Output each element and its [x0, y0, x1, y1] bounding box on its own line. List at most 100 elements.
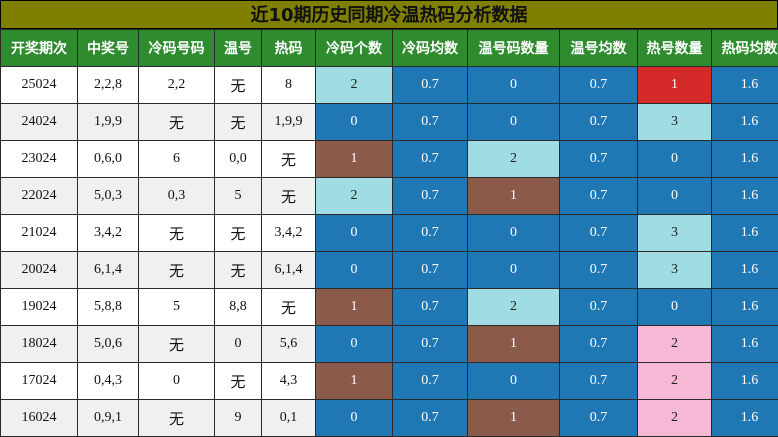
hot-count-cell: 2	[637, 399, 712, 437]
hot-count-cell: 3	[637, 214, 712, 252]
warm-avg-cell: 0.7	[559, 66, 638, 104]
table-title: 近10期历史同期冷温热码分析数据	[0, 0, 778, 29]
table-row: 17024 0,4,3 0 无 4,3 1 0.7 0 0.7 2 1.6	[0, 362, 778, 400]
winning-cell: 1,9,9	[77, 103, 139, 141]
cold-avg-cell: 0.7	[392, 325, 468, 363]
hot-numbers-cell: 8	[261, 66, 316, 104]
header-warm-count: 温号码数量	[467, 29, 560, 67]
warm-count-cell: 1	[467, 177, 560, 215]
table-row: 19024 5,8,8 5 8,8 无 1 0.7 2 0.7 0 1.6	[0, 288, 778, 326]
cold-numbers-cell: 无	[138, 251, 215, 289]
hot-avg-cell: 1.6	[711, 140, 778, 178]
warm-avg-cell: 0.7	[559, 399, 638, 437]
hot-avg-cell: 1.6	[711, 399, 778, 437]
warm-avg-cell: 0.7	[559, 214, 638, 252]
winning-cell: 0,9,1	[77, 399, 139, 437]
header-hot-numbers: 热码	[261, 29, 316, 67]
warm-avg-cell: 0.7	[559, 251, 638, 289]
period-cell: 22024	[0, 177, 78, 215]
hot-numbers-cell: 6,1,4	[261, 251, 316, 289]
warm-numbers-cell: 无	[214, 214, 262, 252]
hot-numbers-cell: 无	[261, 288, 316, 326]
hot-numbers-cell: 3,4,2	[261, 214, 316, 252]
cold-numbers-cell: 无	[138, 399, 215, 437]
hot-numbers-cell: 0,1	[261, 399, 316, 437]
period-cell: 20024	[0, 251, 78, 289]
hot-numbers-cell: 无	[261, 140, 316, 178]
header-cold-avg: 冷码均数	[392, 29, 468, 67]
hot-numbers-cell: 无	[261, 177, 316, 215]
header-row: 开奖期次 中奖号 冷码号码 温号 热码 冷码个数 冷码均数 温号码数量 温号均数…	[0, 29, 778, 67]
warm-avg-cell: 0.7	[559, 177, 638, 215]
cold-numbers-cell: 5	[138, 288, 215, 326]
hot-numbers-cell: 4,3	[261, 362, 316, 400]
period-cell: 23024	[0, 140, 78, 178]
hot-numbers-cell: 1,9,9	[261, 103, 316, 141]
header-period: 开奖期次	[0, 29, 78, 67]
period-cell: 17024	[0, 362, 78, 400]
warm-avg-cell: 0.7	[559, 362, 638, 400]
cold-count-cell: 2	[315, 177, 393, 215]
warm-count-cell: 2	[467, 288, 560, 326]
warm-avg-cell: 0.7	[559, 288, 638, 326]
table-row: 23024 0,6,0 6 0,0 无 1 0.7 2 0.7 0 1.6	[0, 140, 778, 178]
header-hot-avg: 热码均数	[711, 29, 778, 67]
warm-avg-cell: 0.7	[559, 325, 638, 363]
warm-count-cell: 0	[467, 362, 560, 400]
header-winning: 中奖号	[77, 29, 139, 67]
winning-cell: 0,6,0	[77, 140, 139, 178]
warm-avg-cell: 0.7	[559, 140, 638, 178]
hot-count-cell: 2	[637, 325, 712, 363]
warm-count-cell: 2	[467, 140, 560, 178]
warm-numbers-cell: 无	[214, 66, 262, 104]
warm-count-cell: 0	[467, 66, 560, 104]
cold-avg-cell: 0.7	[392, 399, 468, 437]
winning-cell: 0,4,3	[77, 362, 139, 400]
cold-count-cell: 0	[315, 399, 393, 437]
cold-numbers-cell: 0,3	[138, 177, 215, 215]
winning-cell: 5,0,6	[77, 325, 139, 363]
winning-cell: 2,2,8	[77, 66, 139, 104]
cold-count-cell: 1	[315, 140, 393, 178]
cold-numbers-cell: 无	[138, 214, 215, 252]
cold-numbers-cell: 6	[138, 140, 215, 178]
cold-avg-cell: 0.7	[392, 140, 468, 178]
table-row: 18024 5,0,6 无 0 5,6 0 0.7 1 0.7 2 1.6	[0, 325, 778, 363]
cold-avg-cell: 0.7	[392, 288, 468, 326]
warm-numbers-cell: 无	[214, 362, 262, 400]
cold-count-cell: 1	[315, 288, 393, 326]
warm-count-cell: 0	[467, 103, 560, 141]
data-table: 开奖期次 中奖号 冷码号码 温号 热码 冷码个数 冷码均数 温号码数量 温号均数…	[0, 29, 778, 437]
cold-avg-cell: 0.7	[392, 362, 468, 400]
hot-count-cell: 1	[637, 66, 712, 104]
warm-count-cell: 1	[467, 325, 560, 363]
cold-count-cell: 1	[315, 362, 393, 400]
hot-avg-cell: 1.6	[711, 103, 778, 141]
cold-avg-cell: 0.7	[392, 66, 468, 104]
cold-count-cell: 0	[315, 103, 393, 141]
table-row: 25024 2,2,8 2,2 无 8 2 0.7 0 0.7 1 1.6	[0, 66, 778, 104]
cold-numbers-cell: 0	[138, 362, 215, 400]
table-body: 25024 2,2,8 2,2 无 8 2 0.7 0 0.7 1 1.6 24024 1,9,9 无无 1…	[0, 66, 778, 437]
winning-cell: 5,8,8	[77, 288, 139, 326]
cold-count-cell: 0	[315, 251, 393, 289]
cold-avg-cell: 0.7	[392, 251, 468, 289]
hot-avg-cell: 1.6	[711, 288, 778, 326]
cold-count-cell: 0	[315, 214, 393, 252]
hot-count-cell: 0	[637, 140, 712, 178]
cold-numbers-cell: 无	[138, 103, 215, 141]
period-cell: 19024	[0, 288, 78, 326]
warm-count-cell: 0	[467, 214, 560, 252]
hot-avg-cell: 1.6	[711, 66, 778, 104]
winning-cell: 6,1,4	[77, 251, 139, 289]
warm-numbers-cell: 无	[214, 251, 262, 289]
table-row: 24024 1,9,9 无无 1,9,9 0 0.7 0 0.7 3 1.6	[0, 103, 778, 141]
hot-avg-cell: 1.6	[711, 325, 778, 363]
hot-avg-cell: 1.6	[711, 177, 778, 215]
header-warm-numbers: 温号	[214, 29, 262, 67]
hot-count-cell: 3	[637, 251, 712, 289]
cold-count-cell: 2	[315, 66, 393, 104]
hot-numbers-cell: 5,6	[261, 325, 316, 363]
header-cold-numbers: 冷码号码	[138, 29, 215, 67]
